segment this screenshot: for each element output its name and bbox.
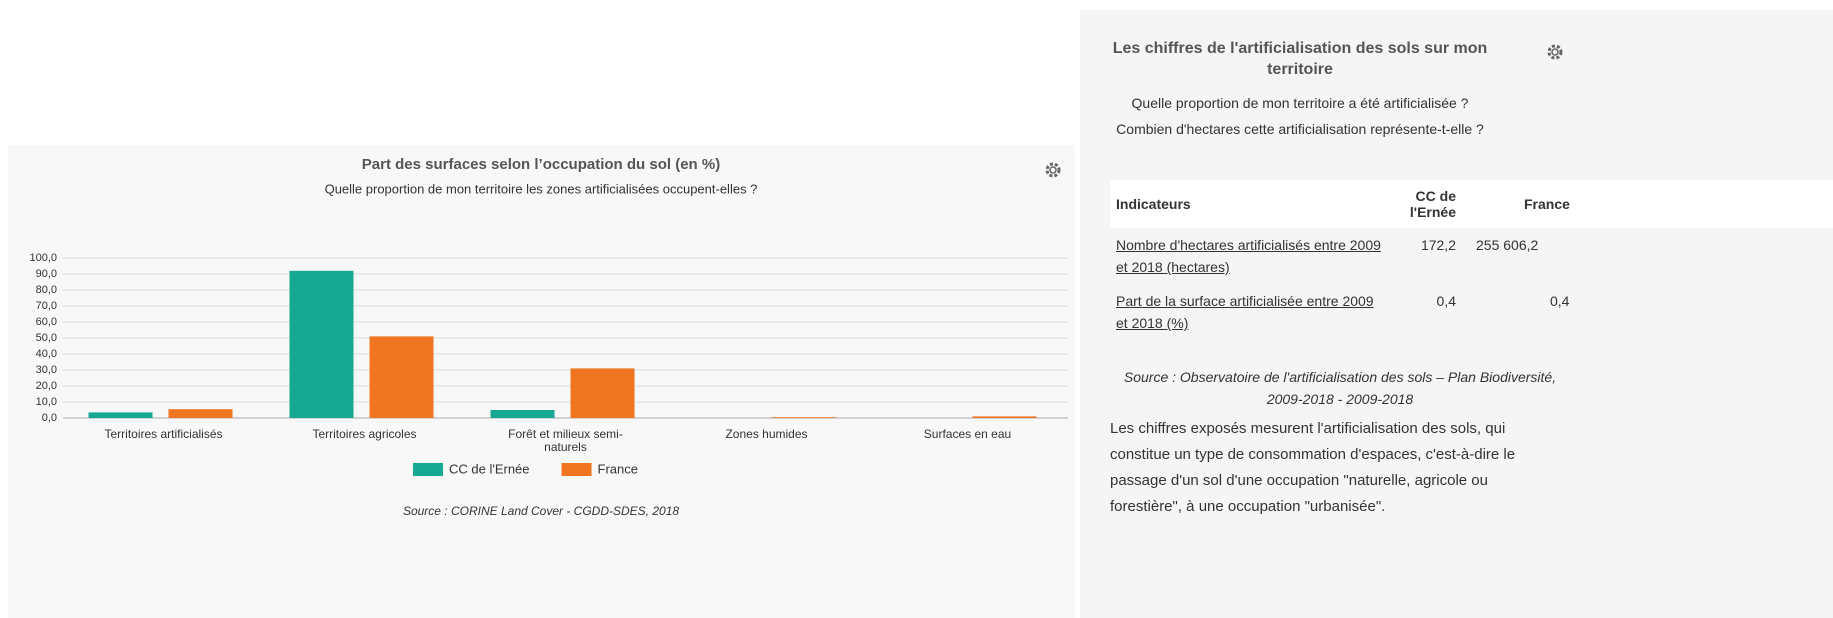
y-tick-label: 90,0 [36,268,57,280]
table-cell: 255 606,2 [1476,237,1539,253]
header-cell: CC de l'Ernée [1390,180,1462,228]
y-tick-label: 10,0 [36,396,57,408]
panel-title: Les chiffres de l'artificialisation des … [1112,40,1488,78]
panel-source: Source : Observatoire de l'artificialisa… [1123,369,1557,407]
bar [168,409,233,418]
y-tick-label: 20,0 [36,380,57,392]
x-tick-label: Forêt et milieux semi-naturels [508,427,623,454]
y-tick-label: 100,0 [29,252,57,264]
indicator-link[interactable]: Nombre d'hectares artificialisés entre 2… [1116,237,1381,275]
legend-label: CC de l'Ernée [449,461,530,476]
y-tick-label: 50,0 [36,332,57,344]
chart: Part des surfaces selon l’occupation du … [29,156,1068,518]
y-tick-label: 60,0 [36,316,57,328]
x-tick-label: Territoires artificialisés [104,427,223,441]
header-cell: France [1462,180,1833,228]
table-cell: 0,4 [1436,293,1456,309]
legend-label: France [598,461,638,476]
bar [289,270,354,418]
table-row: Part de la surface artificialisée entre … [1110,284,1833,340]
panel-question: Quelle proportion de mon territoire a ét… [1116,95,1484,137]
header-cell: Indicateurs [1110,180,1390,228]
y-tick-label: 70,0 [36,300,57,312]
y-tick-label: 40,0 [36,348,57,360]
chart-title: Part des surfaces selon l’occupation du … [362,156,720,173]
bar [88,412,153,418]
panel-text: Les chiffres exposés mesurent l'artifici… [1110,420,1516,515]
settings-icon[interactable] [1045,162,1061,178]
legend-swatch [561,463,592,476]
x-tick-label: Zones humides [725,427,808,441]
y-tick-label: 30,0 [36,364,57,376]
bar [570,368,635,418]
chart-subtitle: Quelle proportion de mon territoire les … [325,181,758,196]
x-tick-label: Territoires agricoles [312,427,417,441]
chart-source: Source : CORINE Land Cover - CGDD-SDES, … [403,504,679,518]
indicator-table: Indicateurs CC de l'Ernée France Nombre … [1110,180,1833,340]
table-cell: 172,2 [1420,237,1456,253]
table-cell: 0,4 [1550,293,1570,309]
bar [490,410,555,418]
table-row: Nombre d'hectares artificialisés entre 2… [1110,228,1833,284]
chart-panel: Part des surfaces selon l’occupation du … [8,145,1075,618]
table-header: Indicateurs CC de l'Ernée France [1110,180,1833,228]
y-tick-label: 80,0 [36,284,57,296]
legend-swatch [413,463,443,476]
x-tick-label: Surfaces en eau [923,427,1012,441]
bar [972,416,1037,418]
settings-icon[interactable] [1545,42,1565,62]
indicator-link[interactable]: Part de la surface artificialisée entre … [1116,293,1374,331]
bar [771,417,836,418]
info-panel: Les chiffres de l'artificialisation des … [1080,10,1833,618]
y-tick-label: 0,0 [42,412,57,424]
bar [369,336,434,418]
